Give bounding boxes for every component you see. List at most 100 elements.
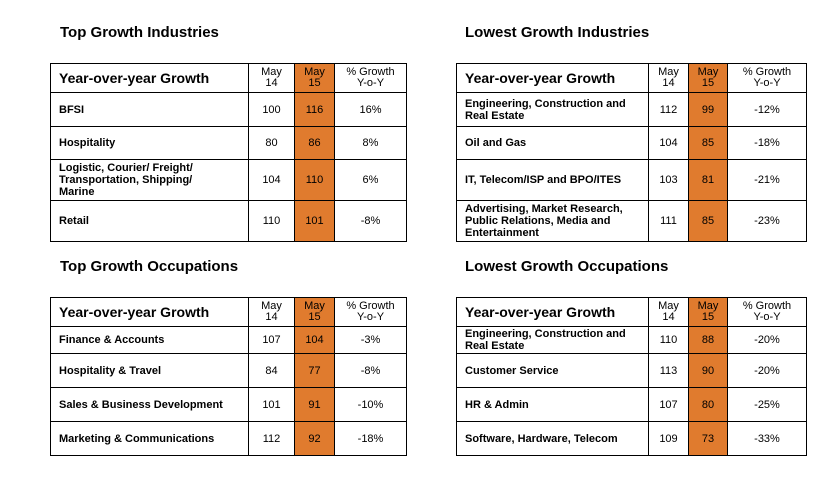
header-text: 14 xyxy=(265,77,278,89)
row-label-line: Transportation, Shipping/ xyxy=(59,174,193,186)
table-row: Finance & Accounts 107 104 -3% xyxy=(50,326,407,354)
row-label-line: Public Relations, Media and xyxy=(465,215,611,227)
may15-value: 101 xyxy=(294,200,335,242)
row-label-line: Real Estate xyxy=(465,109,525,122)
row-label: BFSI xyxy=(50,92,249,127)
header-text: May xyxy=(304,300,325,312)
header-col1: May 14 xyxy=(648,297,689,327)
header-col1: May 14 xyxy=(248,297,295,327)
table-body: Year-over-year Growth May 14 May 15% Growth Y… xyxy=(456,63,807,242)
header-text: % Growth xyxy=(742,66,792,78)
may15-value: 81 xyxy=(688,159,728,201)
row-label-line: Retail xyxy=(59,215,89,227)
growth-table: Year-over-year Growth May 14 May 15% Growth Y… xyxy=(50,63,407,242)
row-label-line: Oil and Gas xyxy=(465,137,527,149)
row-label: Marketing & Communications xyxy=(50,421,249,456)
may15-value: 90 xyxy=(688,353,728,388)
table-row: Hospitality & Travel 84 77 -8% xyxy=(50,353,407,388)
growth-table: Year-over-year Growth May 14 May 15% Growth Y… xyxy=(50,297,407,456)
table-row: Hospitality 80 86 8% xyxy=(50,126,407,160)
growth-value: -12% xyxy=(727,92,807,127)
may15-value: 110 xyxy=(294,159,335,201)
may14-value: 107 xyxy=(648,387,689,422)
header-col2: May 15 xyxy=(688,297,728,327)
row-label: Engineering, Construction and Real Estate xyxy=(456,92,649,127)
may15-value: 85 xyxy=(688,200,728,242)
header-text: Y-o-Y xyxy=(753,311,781,323)
row-label: Oil and Gas xyxy=(456,126,649,160)
panel-title: Top Growth Industries xyxy=(60,24,219,41)
row-label: Finance & Accounts xyxy=(50,326,249,354)
header-col3: % Growth Y-o-Y xyxy=(727,297,807,327)
growth-value: -18% xyxy=(727,126,807,160)
growth-value: -8% xyxy=(334,200,407,242)
may15-value: 88 xyxy=(688,326,728,354)
panel-title: Lowest Growth Occupations xyxy=(465,258,669,275)
growth-value: -21% xyxy=(727,159,807,201)
may14-value: 111 xyxy=(648,200,689,242)
row-label: IT, Telecom/ISP and BPO/ITES xyxy=(456,159,649,201)
growth-value: 6% xyxy=(334,159,407,201)
table-body: Year-over-year Growth May 14 May 15% Growth Y… xyxy=(50,297,407,456)
may14-value: 80 xyxy=(248,126,295,160)
row-label-line: Marine xyxy=(59,186,95,198)
table-row: Sales & Business Development 101 91 -10% xyxy=(50,387,407,422)
row-label-line: Engineering, Construction and xyxy=(465,328,626,340)
growth-value: -20% xyxy=(727,326,807,354)
may14-value: 101 xyxy=(248,387,295,422)
may15-value: 86 xyxy=(294,126,335,160)
row-label-line: Software, Hardware, Telecom xyxy=(465,432,618,445)
may15-value: 116 xyxy=(294,92,335,127)
row-label-line: Customer Service xyxy=(465,364,559,377)
row-label-line: Real Estate xyxy=(465,340,525,352)
may14-value: 112 xyxy=(248,421,295,456)
table-body: Year-over-year Growth May 14 May 15% Growth Y… xyxy=(50,63,407,242)
header-text: % Growth xyxy=(346,66,395,78)
row-label: Retail xyxy=(50,200,249,242)
growth-value: -10% xyxy=(334,387,407,422)
panel-title: Lowest Growth Industries xyxy=(465,24,650,41)
growth-value: -8% xyxy=(334,353,407,388)
header-row: Year-over-year Growth May 14 May 15% Growth Y… xyxy=(456,63,807,93)
header-text: 14 xyxy=(662,77,675,89)
growth-value: -20% xyxy=(727,353,807,388)
may15-value: 77 xyxy=(294,353,335,388)
header-col3: % Growth Y-o-Y xyxy=(727,63,807,93)
may14-value: 100 xyxy=(248,92,295,127)
header-col2: May 15 xyxy=(688,63,728,93)
header-text: 15 xyxy=(308,77,321,89)
header-text: % Growth xyxy=(742,300,792,312)
header-text: % Growth xyxy=(346,300,395,312)
may14-value: 84 xyxy=(248,353,295,388)
may15-value: 91 xyxy=(294,387,335,422)
header-text: Y-o-Y xyxy=(356,77,385,89)
header-text: 14 xyxy=(265,311,278,323)
growth-table: Year-over-year Growth May 14 May 15% Growth Y… xyxy=(456,297,807,456)
header-col3: % Growth Y-o-Y xyxy=(334,297,407,327)
header-text: May xyxy=(658,300,679,312)
row-label: HR & Admin xyxy=(456,387,649,422)
header-text: Y-o-Y xyxy=(753,77,781,89)
may14-value: 109 xyxy=(648,421,689,456)
header-col1: May 14 xyxy=(648,63,689,93)
table-row: BFSI 100 116 16% xyxy=(50,92,407,127)
header-text: 15 xyxy=(701,311,715,323)
row-label-line: Hospitality & Travel xyxy=(59,364,162,377)
may15-value: 73 xyxy=(688,421,728,456)
row-label: Logistic, Courier/ Freight/Transportatio… xyxy=(50,159,249,201)
may14-value: 110 xyxy=(248,200,295,242)
header-text: May xyxy=(658,66,679,78)
header-col2: May 15 xyxy=(294,297,335,327)
header-text: 14 xyxy=(662,311,675,323)
row-label: Customer Service xyxy=(456,353,649,388)
row-label-line: BFSI xyxy=(59,103,85,116)
may15-value: 92 xyxy=(294,421,335,456)
table-row: IT, Telecom/ISP and BPO/ITES 103 81 -21% xyxy=(456,159,807,201)
row-label-line: HR & Admin xyxy=(465,398,529,411)
header-col1: May 14 xyxy=(248,63,295,93)
header-text: Y-o-Y xyxy=(356,311,385,323)
may14-value: 107 xyxy=(248,326,295,354)
row-label: Software, Hardware, Telecom xyxy=(456,421,649,456)
may15-value: 80 xyxy=(688,387,728,422)
row-label-line: Finance & Accounts xyxy=(59,334,165,346)
